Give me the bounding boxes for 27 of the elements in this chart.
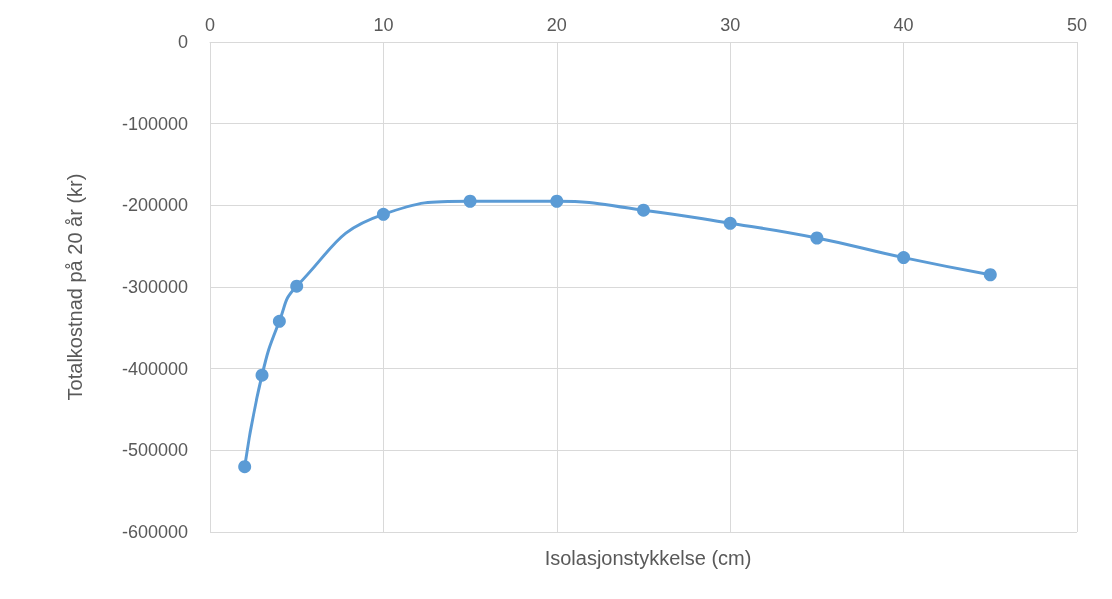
y-tick-label: -400000 [121,358,188,379]
point [238,460,252,474]
point [376,207,390,221]
y-tick-label: -500000 [121,440,188,461]
y-tick-label: -600000 [121,522,188,542]
y-tick-label: -200000 [121,195,188,216]
point [723,216,737,230]
y-tick-label: 0 [177,32,188,52]
point [463,194,477,208]
x-tick-label: 30 [720,15,741,35]
y-tick-label: -100000 [121,113,188,134]
point [983,268,997,282]
point [637,203,650,217]
y-tick-label: -300000 [121,277,188,297]
point [255,368,269,382]
point [290,279,304,293]
point [810,231,824,245]
x-tick-label: 50 [1066,15,1088,35]
point [272,314,286,328]
x-tick-label: 0 [204,15,216,35]
x-tick-label: 10 [373,15,394,35]
point [897,251,911,265]
y-axis-title: Totalkostnad på 20 år (kr) [64,173,86,401]
x-tick-label: 20 [546,15,567,35]
x-tick-label: 40 [893,15,914,35]
x-axis-title: Isolasjonstykkelse (cm) [544,547,752,569]
point [550,194,564,208]
